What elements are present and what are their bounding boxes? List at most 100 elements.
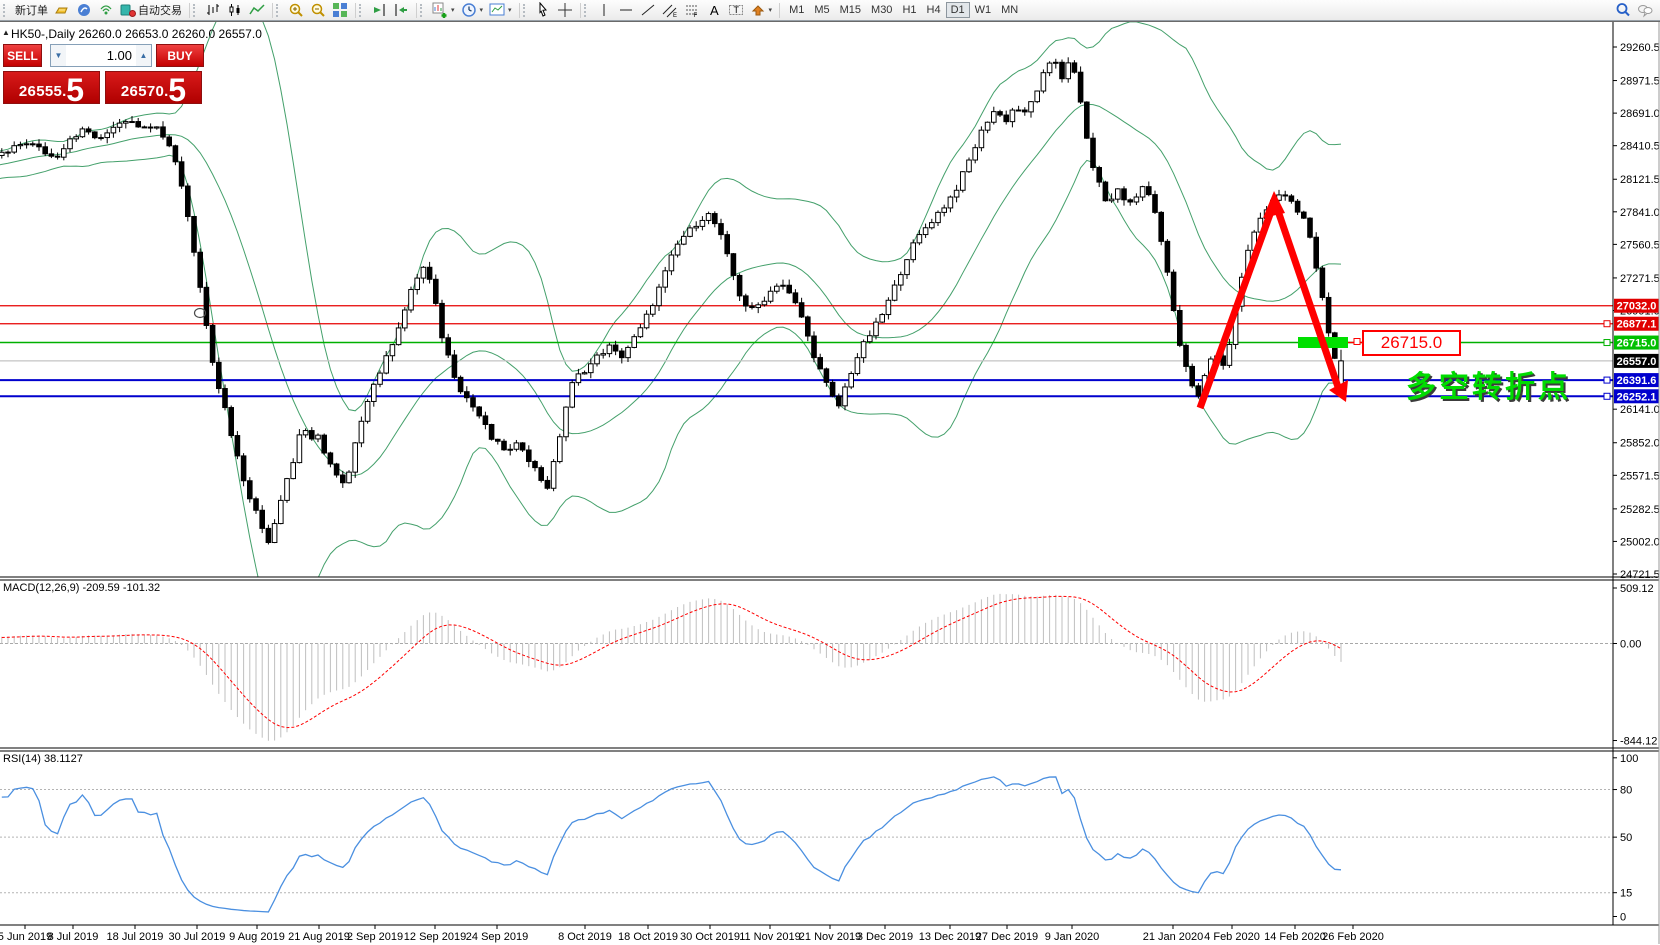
toolbar-grip[interactable] [193, 3, 197, 17]
date-label: 8 Oct 2019 [558, 931, 612, 943]
buy-price-box[interactable]: 26570. 5 [105, 71, 202, 108]
sell-button[interactable]: SELL [3, 44, 42, 67]
crosshair-button[interactable] [554, 0, 576, 20]
community-button[interactable] [73, 0, 95, 20]
autotrading-icon [120, 4, 136, 17]
toolbar-grip[interactable] [359, 3, 363, 17]
zoom-out-icon [311, 3, 325, 17]
new-order-button[interactable]: 新订单 [12, 0, 51, 20]
vertical-line-button[interactable] [593, 0, 615, 20]
timeframe-m5[interactable]: M5 [809, 2, 834, 18]
tile-windows-button[interactable] [329, 0, 351, 20]
date-label: 9 Aug 2019 [229, 931, 285, 943]
toolbar-grip[interactable] [583, 3, 588, 17]
macd-axis-label: 509.12 [1620, 583, 1654, 595]
community-icon [78, 4, 90, 16]
periods-button[interactable]: ▾ [458, 0, 487, 20]
price-badge-26877.1 [1614, 316, 1659, 331]
date-label: 12 Sep 2019 [404, 931, 466, 943]
one-click-collapse-icon[interactable]: ▲ [2, 28, 10, 37]
date-label: 18 Jul 2019 [107, 931, 164, 943]
line-endpoint-marker[interactable] [1603, 320, 1611, 328]
price-tick-label: 27841.0 [1620, 207, 1660, 219]
svg-text:A: A [710, 3, 719, 18]
toolbar-separator [272, 2, 273, 18]
timeframe-m15[interactable]: M15 [835, 2, 866, 18]
bar-chart-button[interactable] [202, 0, 224, 20]
arrows-button[interactable]: ▾ [747, 0, 776, 20]
chart-shift-button[interactable] [390, 0, 412, 20]
toolbar-group [366, 0, 414, 20]
text-button[interactable]: A [703, 0, 725, 20]
chart-candles-icon [229, 4, 240, 16]
price-axis[interactable]: 29260.5 28971.5 28691.0 28410.5 28121.5 27841… [1603, 42, 1660, 924]
signals-button[interactable] [95, 0, 117, 20]
timeframe-m30[interactable]: M30 [866, 2, 897, 18]
line-endpoint-marker[interactable] [1603, 376, 1611, 384]
cn-annotation-label[interactable]: 多空转折点 [1406, 371, 1571, 404]
zoom-out-button[interactable] [307, 0, 329, 20]
toolbar-grip[interactable] [276, 3, 280, 17]
timeframe-h4[interactable]: H4 [922, 2, 946, 18]
buy-button[interactable]: BUY [156, 44, 204, 67]
price-badge-26715 [1614, 335, 1659, 350]
volume-down-button[interactable]: ▼ [51, 45, 66, 66]
price-tick-label: 26141.0 [1620, 404, 1660, 416]
chevron-down-icon[interactable]: ▾ [451, 7, 455, 14]
fibonacci-button[interactable]: F [681, 0, 703, 20]
price-callout-26715[interactable]: 26715.0 [1362, 330, 1461, 356]
volume-input[interactable] [66, 45, 136, 66]
timeframe-w1[interactable]: W1 [970, 2, 997, 18]
chevron-down-icon[interactable]: ▾ [768, 7, 773, 14]
toolbar-grip[interactable] [3, 3, 7, 17]
price-tick-label: 29260.5 [1620, 42, 1660, 54]
up-arrow[interactable] [1196, 204, 1277, 410]
toolbar-group [200, 0, 270, 20]
date-label: 21 Aug 2019 [288, 931, 350, 943]
price-tick-label: 28410.5 [1620, 141, 1660, 153]
price-tick-label: 25002.0 [1620, 536, 1660, 548]
cursor-button[interactable] [532, 0, 554, 20]
svg-text:T: T [733, 5, 739, 15]
new-order-button-label: 新订单 [15, 5, 48, 17]
deposit-button[interactable] [51, 0, 73, 20]
timeframe-m1[interactable]: M1 [784, 2, 809, 18]
trendline-button[interactable] [637, 0, 659, 20]
auto-scroll-button[interactable] [368, 0, 390, 20]
line-chart-button[interactable] [246, 0, 268, 20]
equidistant-channel-button[interactable]: E [659, 0, 681, 20]
templates-button[interactable]: ▾ [486, 0, 515, 20]
volume-stepper: ▼ ▲ [50, 44, 152, 67]
line-endpoint-marker[interactable] [1603, 339, 1611, 347]
chevron-down-icon[interactable]: ▾ [508, 7, 512, 14]
candles-layer [0, 57, 1344, 545]
timeframe-h1[interactable]: H1 [897, 2, 921, 18]
autotrading-button[interactable]: 自动交易 [117, 0, 185, 20]
cursor-icon [539, 2, 547, 17]
toolbar-right-group [1610, 0, 1658, 20]
ellipse-object[interactable] [193, 307, 207, 319]
rsi-axis-label: 100 [1620, 753, 1638, 765]
horizontal-line-button[interactable] [615, 0, 637, 20]
callout-anchor-square[interactable] [1353, 338, 1361, 345]
chevron-down-icon[interactable]: ▾ [479, 7, 484, 14]
zoom-in-button[interactable] [285, 0, 307, 20]
macd-pane-label: MACD(12,26,9) -209.59 -101.32 [3, 582, 161, 594]
sell-price-box[interactable]: 26555. 5 [3, 71, 100, 106]
volume-up-button[interactable]: ▲ [136, 45, 151, 66]
timeframe-mn[interactable]: MN [996, 2, 1023, 18]
chat-button[interactable] [1634, 0, 1656, 20]
toolbar-grip[interactable] [420, 3, 424, 17]
buy-price-pips: 5 [168, 72, 187, 108]
indicators-button[interactable]: ▾ [429, 0, 458, 20]
timeframe-d1[interactable]: D1 [945, 2, 970, 18]
toolbar-grip[interactable] [522, 3, 527, 17]
down-arrow[interactable] [1272, 203, 1342, 389]
price-tick-label: 28691.0 [1620, 108, 1660, 120]
chart-line-icon [249, 4, 265, 15]
line-endpoint-marker[interactable] [1603, 392, 1611, 400]
text-label-button[interactable]: T [725, 0, 747, 20]
search-button[interactable] [1612, 0, 1634, 20]
candlestick-chart-button[interactable] [224, 0, 246, 20]
